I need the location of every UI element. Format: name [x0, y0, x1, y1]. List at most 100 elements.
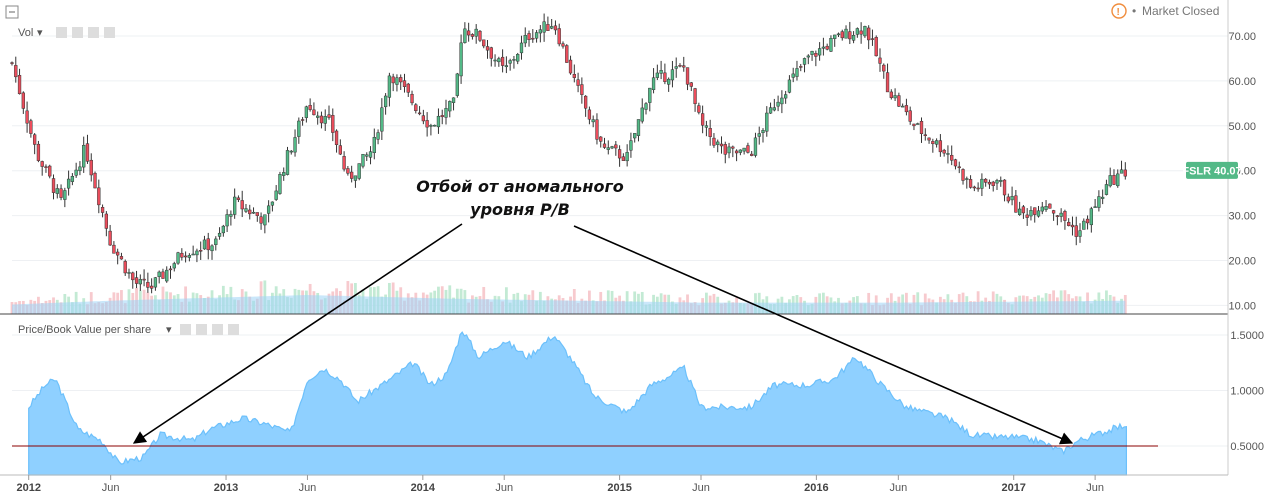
candle-body — [716, 141, 720, 145]
candle-body — [976, 187, 980, 190]
market-status-text: Market Closed — [1142, 4, 1219, 18]
candle-body — [127, 272, 131, 274]
candle-body — [693, 88, 697, 105]
time-tick-label: Jun — [1086, 482, 1104, 494]
candle-body — [406, 83, 410, 93]
candle-body — [451, 97, 456, 103]
candle-body — [950, 154, 954, 161]
time-tick-label: 2015 — [607, 482, 631, 494]
volume-label[interactable]: Vol — [18, 27, 33, 39]
close-icon[interactable] — [104, 27, 115, 38]
candle-body — [14, 65, 18, 78]
candle-body — [946, 153, 950, 155]
time-tick-label: Jun — [102, 482, 120, 494]
candle-body — [595, 119, 599, 140]
candle-body — [889, 91, 893, 98]
candle-body — [704, 125, 709, 128]
eye-icon[interactable] — [180, 324, 191, 335]
candle-body — [546, 24, 550, 31]
candle-body — [497, 58, 501, 63]
candle-body — [493, 59, 497, 62]
candle-body — [29, 120, 33, 134]
pb-indicator-label[interactable]: Price/Book Value per share — [18, 324, 151, 336]
candle-body — [206, 238, 210, 251]
candle-body — [195, 250, 199, 256]
candle-body — [93, 172, 97, 189]
candle-body — [459, 42, 463, 77]
candle-body — [1104, 184, 1109, 195]
candle-body — [565, 45, 569, 63]
candle-body — [134, 277, 139, 284]
candle-body — [700, 113, 705, 126]
plus-icon[interactable] — [212, 324, 223, 335]
candle-body — [927, 137, 931, 141]
candle-body — [119, 256, 124, 260]
candle-body — [176, 252, 180, 264]
candle-body — [48, 165, 52, 177]
candle-body — [202, 239, 207, 250]
candle-body — [297, 120, 301, 137]
candle-body — [399, 77, 403, 83]
candle-body — [587, 109, 592, 120]
candle-body — [161, 271, 165, 279]
candle-body — [100, 207, 105, 213]
volume-bar — [1123, 294, 1127, 314]
candle-body — [557, 28, 561, 45]
candle-body — [338, 145, 342, 155]
candle-body — [1029, 210, 1033, 217]
candle-body — [25, 110, 29, 124]
candle-body — [742, 147, 746, 152]
candle-body — [153, 277, 158, 288]
candle-body — [217, 232, 222, 237]
candle-body — [346, 168, 350, 174]
pb-axis[interactable]: 1.5000 1.0000 0.5000 — [1230, 330, 1264, 453]
candle-body — [417, 112, 422, 115]
candle-body — [885, 72, 890, 93]
candle-body — [240, 200, 244, 210]
candle-body — [327, 114, 331, 118]
alert-icon — [1111, 3, 1127, 19]
candle-body — [1112, 174, 1116, 185]
candle-body — [259, 216, 263, 224]
candle-body — [757, 133, 761, 137]
candle-body — [583, 95, 588, 109]
annotation-line2: уровня P/B — [470, 200, 570, 219]
eye-icon[interactable] — [56, 27, 67, 38]
candle-body — [187, 255, 192, 258]
candle-body — [670, 69, 675, 81]
plus-icon[interactable] — [88, 27, 99, 38]
time-tick-label: 2016 — [804, 482, 828, 494]
chevron-down-icon[interactable]: ▾ — [166, 324, 172, 336]
candle-body — [233, 196, 237, 215]
candle-body — [149, 285, 154, 289]
candle-body — [36, 143, 41, 161]
candle-body — [66, 178, 71, 189]
candle-body — [953, 159, 958, 167]
candle-body — [965, 178, 969, 180]
candle-body — [663, 72, 667, 82]
candle-body — [602, 143, 607, 148]
candle-body — [70, 176, 75, 182]
candle-body — [485, 46, 490, 51]
candle-body — [519, 42, 524, 54]
candle-body — [806, 55, 810, 58]
time-axis[interactable]: 2012 Jun 2013 Jun 2014 Jun 2015 Jun 2016 Jun 2017 J… — [0, 474, 1228, 494]
candle-body — [334, 130, 339, 146]
gear-icon[interactable] — [196, 324, 207, 335]
candle-body — [1067, 221, 1071, 226]
candle-body — [606, 147, 610, 150]
candle-body — [655, 72, 659, 78]
candle-body — [372, 137, 376, 153]
collapse-button[interactable] — [5, 5, 19, 19]
candle-body — [802, 58, 807, 65]
price-tick-label: 30.00 — [1228, 211, 1256, 223]
candle-body — [795, 68, 799, 77]
time-tick-label: Jun — [299, 482, 317, 494]
close-icon[interactable] — [228, 324, 239, 335]
market-status[interactable]: ! • Market Closed — [1111, 3, 1219, 19]
chevron-down-icon[interactable]: ▾ — [37, 27, 43, 39]
gear-icon[interactable] — [72, 27, 83, 38]
candle-body — [640, 107, 644, 122]
